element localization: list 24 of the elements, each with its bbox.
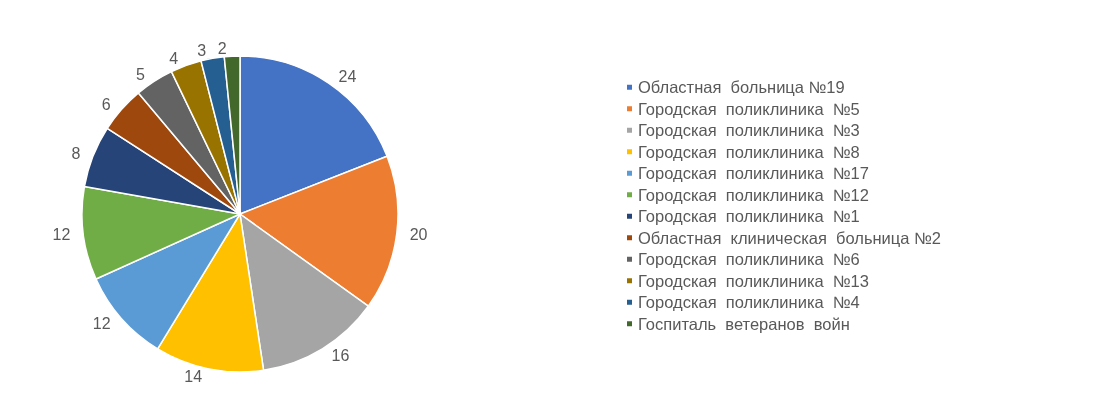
legend-label: Городская поликлиника №1 <box>638 207 860 226</box>
legend-label: Городская поликлиника №8 <box>638 142 860 161</box>
data-label: 5 <box>136 66 146 84</box>
data-label: 4 <box>169 49 179 67</box>
data-label: 12 <box>92 315 111 333</box>
legend-label: Областная клиническая больница №2 <box>638 228 941 247</box>
data-label: 6 <box>101 95 111 113</box>
data-label: 2 <box>217 39 227 57</box>
data-label: 16 <box>331 347 350 365</box>
data-label: 14 <box>184 368 203 386</box>
legend-label: Областная больница №19 <box>638 78 845 97</box>
legend-label: Городская поликлиника №4 <box>638 293 860 312</box>
legend-label: Городская поликлиника №5 <box>638 99 860 118</box>
data-label: 20 <box>409 226 428 244</box>
legend-label: Городская поликлиника №17 <box>638 164 869 183</box>
legend-label: Городская поликлиника №3 <box>638 121 860 140</box>
data-label: 8 <box>71 144 81 162</box>
data-label: 24 <box>338 68 357 86</box>
data-label: 3 <box>197 42 207 60</box>
data-label: 12 <box>52 226 71 244</box>
legend-label: Городская поликлиника №12 <box>638 185 869 204</box>
legend-label: Госпиталь ветеранов войн <box>638 314 850 333</box>
legend-label: Городская поликлиника №13 <box>638 271 869 290</box>
legend-label: Городская поликлиника №6 <box>638 250 860 269</box>
